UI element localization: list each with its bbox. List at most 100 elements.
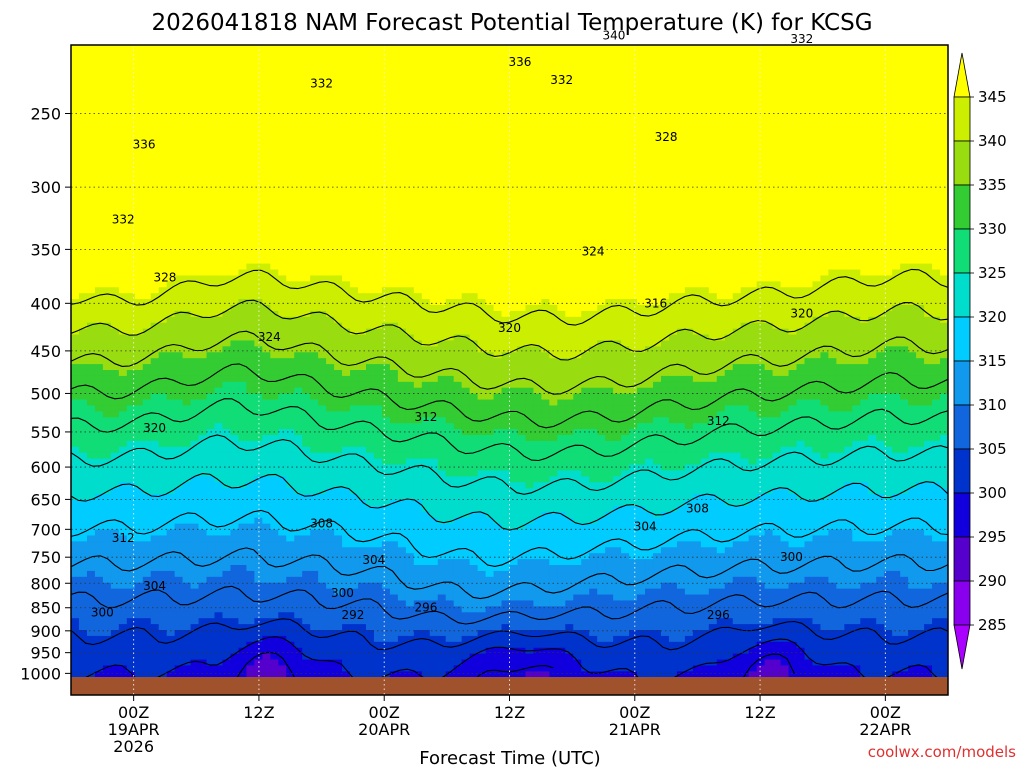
field-cell bbox=[174, 80, 184, 87]
field-cell bbox=[222, 446, 232, 454]
field-cell bbox=[342, 216, 351, 223]
field-cell bbox=[86, 269, 96, 277]
field-cell bbox=[262, 192, 271, 200]
field-cell bbox=[413, 600, 423, 607]
field-cell bbox=[222, 553, 232, 560]
field-cell bbox=[78, 488, 88, 495]
field-cell bbox=[286, 293, 295, 300]
field-cell bbox=[358, 505, 367, 513]
field-cell bbox=[110, 523, 120, 531]
field-cell bbox=[71, 417, 80, 424]
field-cell bbox=[174, 346, 184, 353]
field-cell bbox=[302, 263, 311, 271]
field-cell bbox=[246, 553, 255, 560]
field-cell bbox=[230, 222, 240, 229]
field-cell bbox=[365, 322, 375, 330]
field-cell bbox=[182, 641, 192, 649]
field-cell bbox=[302, 133, 311, 141]
field-cell bbox=[389, 257, 399, 265]
field-cell bbox=[166, 458, 176, 466]
field-cell bbox=[405, 328, 415, 336]
field-cell bbox=[102, 612, 112, 619]
field-cell bbox=[365, 370, 375, 377]
field-cell bbox=[94, 210, 104, 217]
field-cell bbox=[365, 163, 375, 170]
field-cell bbox=[174, 488, 184, 495]
field-cell bbox=[206, 316, 216, 324]
field-cell bbox=[158, 452, 168, 460]
field-cell bbox=[110, 133, 120, 141]
field-cell bbox=[373, 624, 383, 631]
field-cell bbox=[350, 523, 359, 531]
field-cell bbox=[381, 98, 391, 105]
field-cell bbox=[310, 600, 319, 607]
field-cell bbox=[214, 624, 224, 631]
field-cell bbox=[373, 370, 383, 377]
field-cell bbox=[118, 576, 128, 584]
field-cell bbox=[230, 45, 240, 52]
field-cell bbox=[318, 115, 327, 123]
field-cell bbox=[270, 180, 279, 188]
field-cell bbox=[94, 411, 104, 418]
field-cell bbox=[150, 121, 160, 129]
field-cell bbox=[134, 287, 144, 294]
field-cell bbox=[246, 133, 255, 141]
field-cell bbox=[134, 316, 144, 324]
field-cell bbox=[118, 104, 128, 111]
field-cell bbox=[222, 618, 232, 625]
field-cell bbox=[206, 440, 216, 448]
field-cell bbox=[238, 139, 247, 147]
field-cell bbox=[262, 505, 271, 513]
field-cell bbox=[262, 121, 271, 129]
field-cell bbox=[190, 240, 200, 247]
field-cell bbox=[397, 245, 407, 253]
field-cell bbox=[350, 251, 359, 259]
field-cell bbox=[198, 216, 208, 223]
field-cell bbox=[326, 446, 335, 454]
field-cell bbox=[134, 559, 144, 566]
field-cell bbox=[405, 180, 415, 188]
field-cell bbox=[246, 310, 255, 318]
field-cell bbox=[158, 523, 168, 531]
field-cell bbox=[405, 482, 415, 489]
field-cell bbox=[294, 559, 303, 566]
field-cell bbox=[286, 582, 295, 590]
field-cell bbox=[94, 251, 104, 259]
field-cell bbox=[302, 435, 311, 442]
field-cell bbox=[246, 647, 255, 655]
field-cell bbox=[94, 299, 104, 306]
field-cell bbox=[174, 145, 184, 152]
field-cell bbox=[102, 358, 112, 365]
field-cell bbox=[310, 635, 319, 643]
field-cell bbox=[358, 405, 367, 412]
field-cell bbox=[214, 305, 224, 312]
field-cell bbox=[206, 240, 216, 247]
field-cell bbox=[326, 204, 335, 212]
field-cell bbox=[246, 328, 255, 336]
field-cell bbox=[71, 570, 80, 578]
field-cell bbox=[310, 234, 319, 241]
field-cell bbox=[174, 68, 184, 76]
field-cell bbox=[198, 517, 208, 525]
field-cell bbox=[142, 494, 152, 501]
field-cell bbox=[254, 245, 263, 253]
field-cell bbox=[397, 500, 407, 507]
field-cell bbox=[206, 180, 216, 188]
field-cell bbox=[262, 364, 271, 371]
field-cell bbox=[198, 647, 208, 655]
field-cell bbox=[278, 56, 287, 64]
field-cell bbox=[150, 488, 160, 495]
field-cell bbox=[238, 612, 247, 619]
field-cell bbox=[238, 565, 247, 572]
field-cell bbox=[358, 145, 367, 152]
field-cell bbox=[278, 381, 287, 389]
field-cell bbox=[254, 275, 263, 282]
field-cell bbox=[102, 582, 112, 590]
field-cell bbox=[302, 399, 311, 407]
field-cell bbox=[246, 500, 255, 507]
field-cell bbox=[78, 175, 88, 182]
field-cell bbox=[278, 98, 287, 105]
field-cell bbox=[206, 127, 216, 135]
field-cell bbox=[126, 624, 136, 631]
field-cell bbox=[262, 240, 271, 247]
